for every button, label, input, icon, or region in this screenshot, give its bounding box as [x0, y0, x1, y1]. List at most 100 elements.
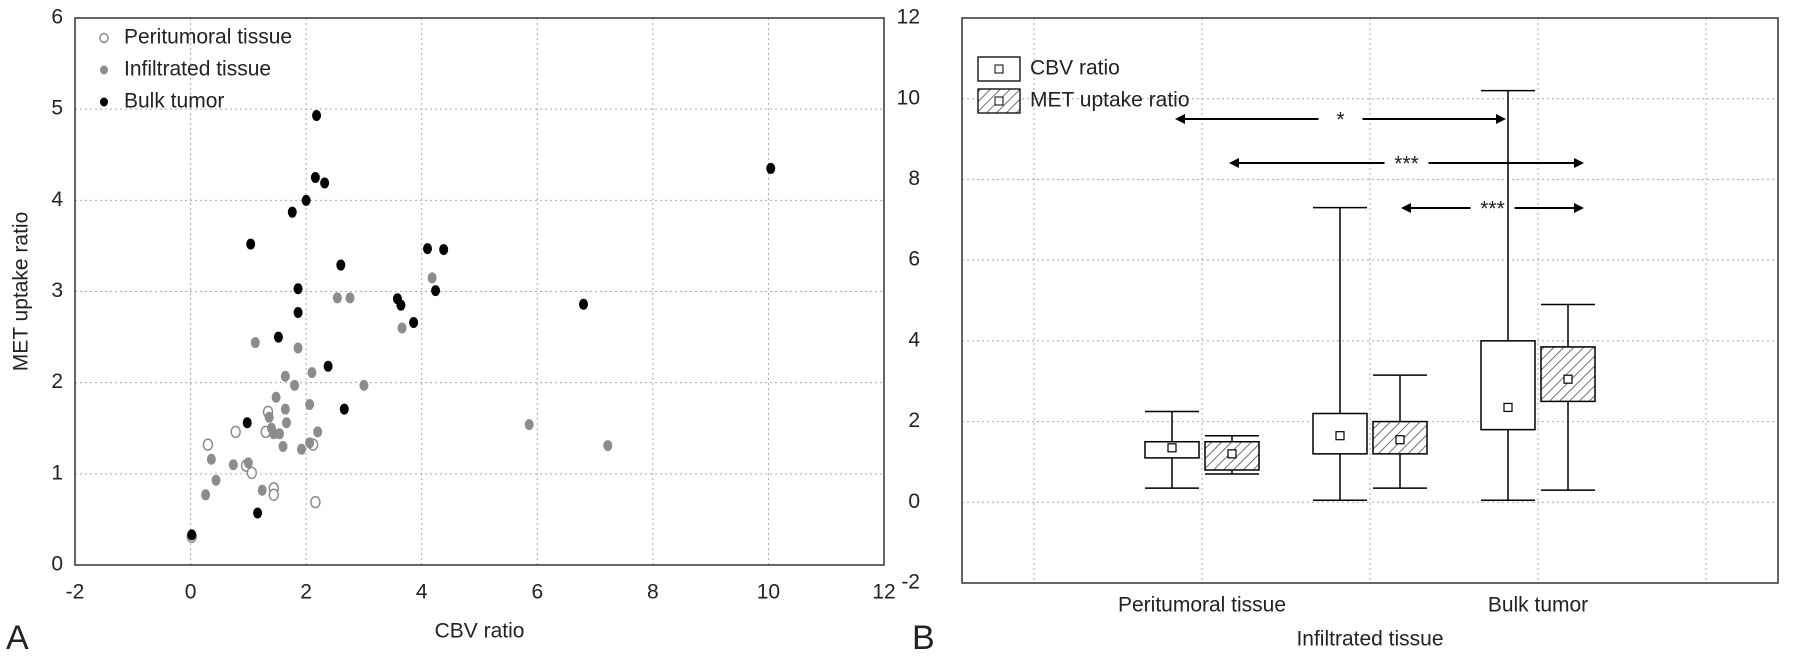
scatter-point	[293, 342, 303, 354]
plot-frame	[74, 17, 885, 566]
scatter-point	[281, 417, 291, 429]
scatter-point	[250, 337, 260, 349]
center-marker	[1167, 443, 1177, 453]
scatter-point	[332, 292, 342, 304]
panel-label: A	[6, 619, 29, 657]
legend-label: Bulk tumor	[124, 90, 224, 113]
center-marker	[1227, 449, 1237, 459]
scatter-point	[275, 428, 285, 440]
x-tick-label: Bulk tumor	[1488, 594, 1588, 617]
panel-label: B	[912, 619, 935, 657]
scatter-point	[766, 162, 776, 174]
scatter-point	[242, 417, 252, 429]
significance-label: ***	[1480, 198, 1505, 221]
x-tick-label: 2	[300, 581, 312, 604]
legend-marker	[100, 97, 108, 107]
scatter-point	[290, 379, 300, 391]
y-tick-label: 6	[908, 248, 920, 271]
scatter-point	[307, 367, 317, 379]
scatter-point	[579, 298, 589, 310]
scatter-point	[396, 299, 406, 311]
scatter-point	[187, 529, 197, 541]
legend-label: Infiltrated tissue	[124, 58, 271, 81]
scatter-point	[211, 474, 221, 486]
center-marker	[1335, 431, 1345, 441]
scatter-point	[280, 403, 290, 415]
y-tick-label: 4	[908, 328, 920, 351]
y-tick-label: 0	[51, 553, 63, 576]
y-tick-label: 3	[51, 279, 63, 302]
scatter-point	[336, 259, 346, 271]
scatter-point	[310, 495, 321, 509]
box	[1480, 340, 1536, 431]
scatter-point	[268, 488, 280, 502]
scatter-point	[431, 285, 441, 297]
plot-frame	[961, 17, 1779, 584]
scatter-point	[320, 177, 330, 189]
scatter-point	[264, 411, 274, 423]
scatter-point	[287, 206, 297, 218]
legend-marker	[994, 64, 1004, 74]
x-tick-label: Infiltrated tissue	[1296, 628, 1443, 651]
scatter-point	[359, 379, 369, 391]
x-tick-label: Peritumoral tissue	[1118, 594, 1286, 617]
scatter-point	[201, 489, 211, 501]
scatter-point	[273, 331, 283, 343]
x-tick-label: 0	[185, 581, 197, 604]
significance-label: ***	[1394, 153, 1419, 176]
y-tick-label: 1	[51, 461, 63, 484]
center-marker	[1503, 402, 1513, 413]
y-axis-label: MET uptake ratio	[10, 212, 33, 372]
scatter-point	[293, 306, 303, 318]
scatter-point	[230, 425, 241, 439]
scatter-point	[439, 244, 449, 256]
legend-label: Peritumoral tissue	[124, 26, 292, 49]
legend-label: MET uptake ratio	[1030, 89, 1190, 112]
scatter-point	[323, 360, 333, 372]
y-tick-label: 6	[51, 6, 63, 29]
y-tick-label: 2	[51, 370, 63, 393]
x-tick-label: 10	[757, 581, 780, 604]
x-tick-label: 12	[872, 581, 895, 604]
scatter-point	[524, 419, 534, 431]
legend-marker	[994, 96, 1004, 106]
scatter-point	[310, 172, 320, 184]
y-tick-label: 10	[897, 86, 920, 109]
y-tick-label: 5	[51, 97, 63, 120]
scatter-point	[280, 370, 290, 382]
scatter-point	[301, 194, 311, 206]
scatter-point	[397, 322, 407, 334]
scatter-point	[228, 459, 238, 471]
y-tick-label: 8	[908, 167, 920, 190]
legend-marker	[99, 32, 109, 44]
scatter-point	[246, 238, 256, 250]
scatter-point	[603, 440, 613, 452]
scatter-point	[312, 110, 322, 122]
scatter-point	[206, 453, 216, 465]
scatter-point	[257, 484, 267, 496]
x-tick-label: -2	[66, 581, 85, 604]
x-axis-label: CBV ratio	[435, 620, 525, 643]
scatter-point	[246, 466, 258, 480]
y-tick-label: 12	[897, 6, 920, 29]
scatter-point	[243, 457, 253, 469]
scatter-point	[409, 316, 419, 328]
scatter-point	[305, 437, 315, 449]
significance-label: *	[1336, 109, 1344, 132]
y-tick-label: 2	[908, 409, 920, 432]
scatter-point	[253, 507, 263, 519]
x-tick-label: 4	[416, 581, 428, 604]
x-tick-label: 8	[647, 581, 659, 604]
y-tick-label: 4	[51, 188, 63, 211]
box	[1540, 346, 1596, 403]
scatter-point	[345, 292, 355, 304]
scatter-point	[313, 426, 323, 438]
scatter-point	[278, 440, 288, 452]
x-tick-label: 6	[531, 581, 543, 604]
scatter-point	[297, 443, 307, 455]
scatter-point	[422, 243, 432, 255]
legend-label: CBV ratio	[1030, 57, 1120, 80]
y-tick-label: 0	[908, 490, 920, 513]
legend-marker	[100, 65, 108, 75]
